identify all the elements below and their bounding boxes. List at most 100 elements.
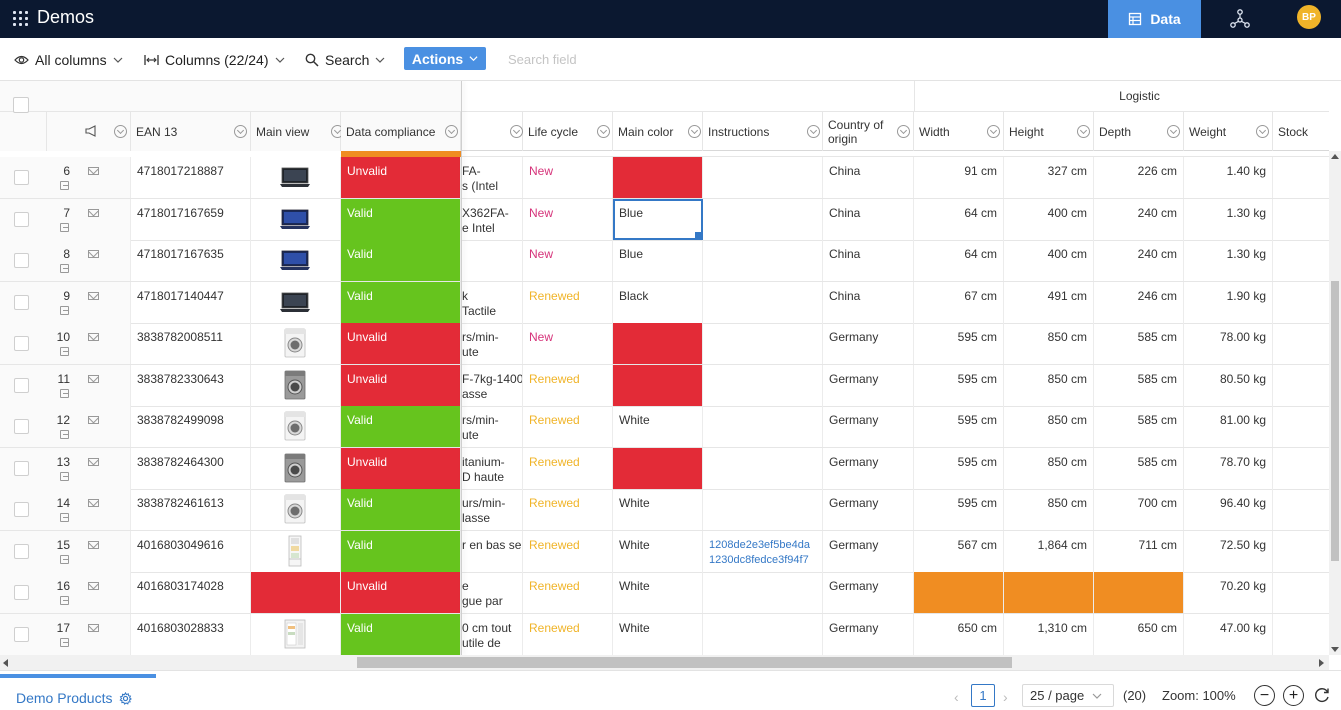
width-cell[interactable]: [914, 572, 1004, 613]
mail-icon[interactable]: [88, 375, 99, 383]
columns-dropdown[interactable]: Columns (22/24): [144, 50, 285, 70]
header-product-name[interactable]: [461, 112, 523, 151]
depth-cell[interactable]: 585 cm: [1094, 365, 1184, 406]
height-cell[interactable]: 850 cm: [1004, 323, 1094, 364]
column-options-icon[interactable]: [114, 125, 127, 138]
main-color-cell[interactable]: White: [613, 531, 703, 572]
weight-cell[interactable]: 72.50 kg: [1184, 531, 1273, 572]
header-main-color[interactable]: Main color: [613, 112, 703, 151]
gear-icon[interactable]: [119, 691, 133, 705]
stock-cell[interactable]: [1273, 531, 1329, 572]
mail-icon[interactable]: [88, 167, 99, 175]
ean-cell[interactable]: 4016803028833: [131, 614, 251, 655]
data-compliance-cell[interactable]: Unvalid: [341, 448, 461, 489]
depth-cell[interactable]: 240 cm: [1094, 240, 1184, 281]
row-checkbox[interactable]: [14, 461, 29, 476]
row-expand-icon[interactable]: [60, 430, 69, 439]
instructions-cell[interactable]: [703, 406, 823, 447]
depth-cell[interactable]: 585 cm: [1094, 323, 1184, 364]
table-row[interactable]: 7 4718017167659 Valid X362FA-e Intel New Blue…: [0, 199, 1329, 241]
row-expand-icon[interactable]: [60, 389, 69, 398]
instructions-cell[interactable]: [703, 489, 823, 530]
header-stock[interactable]: Stock: [1273, 112, 1329, 151]
weight-cell[interactable]: 1.30 kg: [1184, 240, 1273, 281]
ean-cell[interactable]: 3838782464300: [131, 448, 251, 489]
main-view-cell[interactable]: [251, 531, 341, 572]
data-compliance-cell[interactable]: Valid: [341, 614, 461, 655]
country-cell[interactable]: Germany: [823, 614, 914, 655]
product-thumbnail[interactable]: [279, 535, 311, 567]
header-height[interactable]: Height: [1004, 112, 1094, 151]
main-view-cell[interactable]: [251, 572, 341, 613]
stock-cell[interactable]: [1273, 572, 1329, 613]
product-name-cell[interactable]: r en bas se: [461, 531, 523, 572]
height-cell[interactable]: 400 cm: [1004, 240, 1094, 281]
column-options-icon[interactable]: [987, 125, 1000, 138]
header-depth[interactable]: Depth: [1094, 112, 1184, 151]
table-row[interactable]: 14 3838782461613 Valid urs/min-lasse Renewed…: [0, 489, 1329, 531]
life-cycle-cell[interactable]: Renewed: [523, 489, 613, 530]
life-cycle-cell[interactable]: Renewed: [523, 572, 613, 613]
column-options-icon[interactable]: [1256, 125, 1269, 138]
product-thumbnail[interactable]: [279, 203, 311, 235]
column-options-icon[interactable]: [510, 125, 523, 138]
mail-icon[interactable]: [88, 624, 99, 632]
width-cell[interactable]: 567 cm: [914, 531, 1004, 572]
mail-icon[interactable]: [88, 292, 99, 300]
search-dropdown[interactable]: Search: [305, 50, 385, 70]
country-cell[interactable]: Germany: [823, 489, 914, 530]
row-checkbox[interactable]: [14, 544, 29, 559]
data-compliance-cell[interactable]: Unvalid: [341, 572, 461, 613]
product-thumbnail[interactable]: [279, 410, 311, 442]
page-size-select[interactable]: 25 / page: [1022, 684, 1114, 707]
pager-next-button[interactable]: ›: [1003, 689, 1008, 705]
stock-cell[interactable]: [1273, 323, 1329, 364]
data-compliance-cell[interactable]: Valid: [341, 282, 461, 323]
header-life-cycle[interactable]: Life cycle: [523, 112, 613, 151]
column-options-icon[interactable]: [445, 125, 458, 138]
stock-cell[interactable]: [1273, 282, 1329, 323]
height-cell[interactable]: 400 cm: [1004, 199, 1094, 240]
scroll-right-icon[interactable]: [1319, 659, 1324, 667]
data-compliance-cell[interactable]: Valid: [341, 489, 461, 530]
weight-cell[interactable]: 78.00 kg: [1184, 323, 1273, 364]
column-options-icon[interactable]: [597, 125, 610, 138]
data-compliance-cell[interactable]: Valid: [341, 199, 461, 240]
row-checkbox[interactable]: [14, 253, 29, 268]
table-row[interactable]: 6 4718017218887 Unvalid FA-s (Intel New China…: [0, 157, 1329, 199]
width-cell[interactable]: 595 cm: [914, 323, 1004, 364]
table-row[interactable]: 11 3838782330643 Unvalid F-7kg-1400 asse Rene…: [0, 365, 1329, 407]
main-color-cell[interactable]: [613, 323, 703, 364]
height-cell[interactable]: 491 cm: [1004, 282, 1094, 323]
pager-prev-button[interactable]: ‹: [954, 689, 959, 705]
product-thumbnail[interactable]: [279, 452, 311, 484]
row-expand-icon[interactable]: [60, 472, 69, 481]
instructions-cell[interactable]: [703, 282, 823, 323]
column-options-icon[interactable]: [234, 125, 247, 138]
data-compliance-cell[interactable]: Unvalid: [341, 157, 461, 198]
main-color-cell[interactable]: White: [613, 489, 703, 530]
table-row[interactable]: 13 3838782464300 Unvalid itanium- D haute Ren…: [0, 448, 1329, 490]
height-cell[interactable]: 1,310 cm: [1004, 614, 1094, 655]
main-color-cell[interactable]: Black: [613, 282, 703, 323]
table-row[interactable]: 16 4016803174028 Unvalid e gue par Renewed Whi…: [0, 572, 1329, 614]
header-instructions[interactable]: Instructions: [703, 112, 823, 151]
main-view-cell[interactable]: [251, 448, 341, 489]
instructions-cell[interactable]: [703, 240, 823, 281]
country-cell[interactable]: Germany: [823, 365, 914, 406]
mail-icon[interactable]: [88, 333, 99, 341]
country-cell[interactable]: Germany: [823, 572, 914, 613]
column-options-icon[interactable]: [1167, 125, 1180, 138]
life-cycle-cell[interactable]: New: [523, 199, 613, 240]
row-expand-icon[interactable]: [60, 223, 69, 232]
horizontal-scroll-thumb[interactable]: [357, 657, 1012, 668]
country-cell[interactable]: China: [823, 240, 914, 281]
depth-cell[interactable]: 240 cm: [1094, 199, 1184, 240]
instructions-cell[interactable]: [703, 572, 823, 613]
row-checkbox[interactable]: [14, 419, 29, 434]
row-checkbox[interactable]: [14, 170, 29, 185]
column-options-icon[interactable]: [807, 125, 820, 138]
main-color-cell[interactable]: [613, 448, 703, 489]
ean-cell[interactable]: 4718017218887: [131, 157, 251, 198]
data-compliance-cell[interactable]: Unvalid: [341, 365, 461, 406]
